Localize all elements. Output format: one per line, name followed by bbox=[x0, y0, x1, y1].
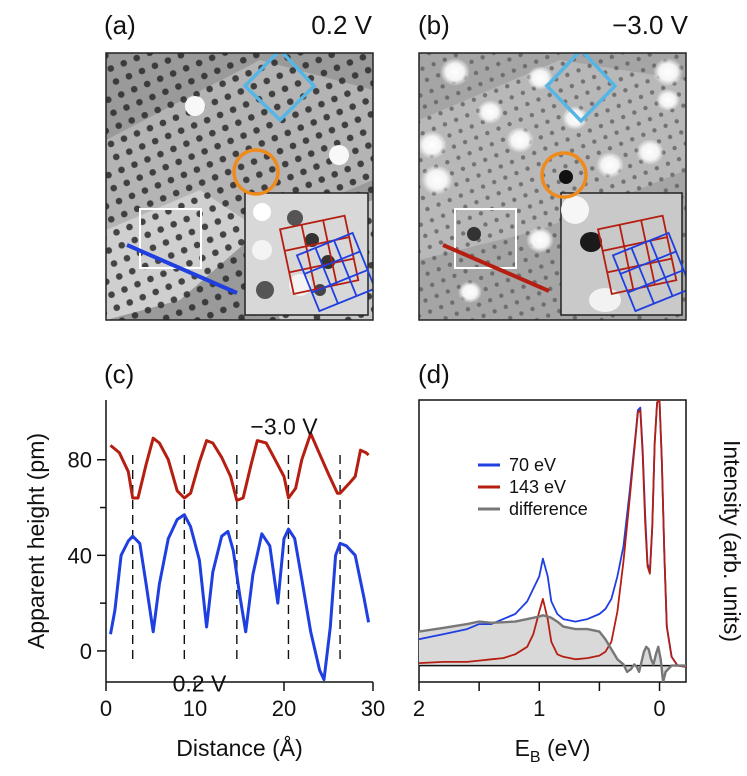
panel-a: (a) 0.2 V bbox=[104, 10, 374, 321]
stm-image-b bbox=[419, 53, 686, 320]
panel-b: (b) −3.0 V bbox=[418, 10, 689, 321]
panel-a-label: (a) bbox=[104, 10, 136, 40]
white-box-a bbox=[139, 208, 202, 269]
inset-a bbox=[244, 192, 373, 316]
x-tick-label-d: 1 bbox=[533, 696, 545, 721]
y-axis-label-d: Intensity (arb. units) bbox=[719, 440, 745, 642]
panel-d: (d) 2 1 0 EB (eV) Intensity (arb. units) 70 e… bbox=[413, 359, 745, 766]
annotation-minus3v: −3.0 V bbox=[250, 414, 318, 440]
x-tick-label-d: 2 bbox=[413, 696, 425, 721]
plot-area-d bbox=[419, 400, 686, 682]
series-line-minus3v bbox=[109, 432, 370, 502]
bright-adsorbates-b bbox=[419, 58, 683, 303]
panel-c: (c) 0 10 20 30 0 40 80 Distance (Å) Apparent hei… bbox=[23, 359, 385, 761]
cyan-diamond-a bbox=[242, 53, 317, 123]
series-line-difference bbox=[419, 614, 686, 682]
plot-area-c bbox=[109, 432, 371, 682]
y-tick-label-c: 0 bbox=[80, 639, 92, 664]
stm-image-a bbox=[106, 53, 373, 320]
panel-d-label: (d) bbox=[418, 359, 450, 389]
blue-grid-a bbox=[295, 231, 373, 313]
profile-line-b bbox=[442, 243, 550, 293]
x-axis-label-d: EB (eV) bbox=[515, 735, 591, 766]
x-tick-label-d: 0 bbox=[653, 696, 665, 721]
legend-label: difference bbox=[509, 499, 588, 519]
x-axis-label-sub: B bbox=[530, 749, 541, 766]
legend-label: 143 eV bbox=[509, 477, 566, 497]
inset-b bbox=[560, 192, 686, 316]
y-axis-label-c: Apparent height (pm) bbox=[23, 433, 49, 649]
white-box-b bbox=[454, 208, 517, 269]
profile-chart: 0 10 20 30 0 40 80 Distance (Å) Apparent height … bbox=[23, 400, 385, 761]
panel-b-voltage: −3.0 V bbox=[612, 10, 689, 40]
cyan-diamond-b bbox=[544, 53, 618, 124]
series-line-0p2v bbox=[109, 513, 371, 682]
panel-a-voltage: 0.2 V bbox=[311, 10, 372, 40]
plot-frame-d bbox=[418, 399, 687, 683]
y-tick-label-c: 40 bbox=[68, 543, 92, 568]
x-axis-label-unit: (eV) bbox=[541, 735, 591, 761]
orange-circle-b bbox=[540, 151, 588, 199]
orange-circle-a bbox=[232, 148, 280, 196]
spectra-chart: 2 1 0 EB (eV) Intensity (arb. units) 70 eV143… bbox=[413, 399, 745, 766]
x-tick-label-c: 30 bbox=[361, 696, 385, 721]
profile-line-a bbox=[126, 243, 238, 295]
legend-label: 70 eV bbox=[509, 455, 556, 475]
x-tick-label-c: 10 bbox=[183, 696, 207, 721]
panel-b-label: (b) bbox=[418, 10, 450, 40]
x-tick-label-c: 20 bbox=[272, 696, 296, 721]
x-axis-label-c: Distance (Å) bbox=[176, 734, 303, 761]
x-tick-label-c: 0 bbox=[100, 696, 112, 721]
y-tick-label-c: 80 bbox=[68, 448, 92, 473]
series-line-143ev bbox=[419, 400, 686, 668]
panel-c-label: (c) bbox=[104, 359, 134, 389]
blue-grid-b bbox=[611, 231, 686, 313]
x-axis-label-main: E bbox=[515, 735, 530, 761]
annotation-0p2v: 0.2 V bbox=[173, 671, 227, 697]
